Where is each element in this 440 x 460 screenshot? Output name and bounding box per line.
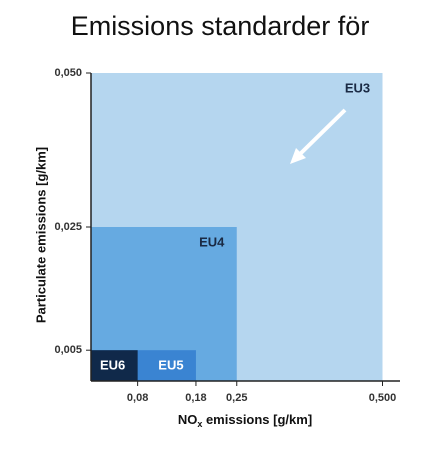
arrow-shaft xyxy=(295,108,347,159)
x-tick-label: 0,500 xyxy=(369,392,397,404)
x-label-part: emissions [g/km] xyxy=(202,412,312,427)
standard-label: EU6 xyxy=(100,358,125,373)
x-tick-label: 0,18 xyxy=(185,392,206,404)
y-tick-label: 0,005 xyxy=(54,344,82,356)
x-label-sub: x xyxy=(197,419,202,429)
standard-region xyxy=(91,350,138,381)
y-tick-label: 0,050 xyxy=(54,67,82,79)
x-tick-label: 0,25 xyxy=(226,392,247,404)
chart-title: Emissions standarder för xyxy=(71,11,370,41)
standard-label: EU5 xyxy=(158,358,183,373)
y-axis-label: Particulate emissions [g/km] xyxy=(33,147,48,323)
standard-label: EU4 xyxy=(199,234,225,249)
x-tick-label: 0,08 xyxy=(127,392,148,404)
x-label-part: NO xyxy=(178,412,198,427)
y-tick-label: 0,025 xyxy=(54,221,82,233)
plot-area: EU3 EU4 EU5 EU6 xyxy=(91,73,383,381)
arrow-head xyxy=(290,148,306,164)
standard-label: EU3 xyxy=(345,80,370,95)
x-axis-label: NOx emissions [g/km] xyxy=(178,412,312,429)
